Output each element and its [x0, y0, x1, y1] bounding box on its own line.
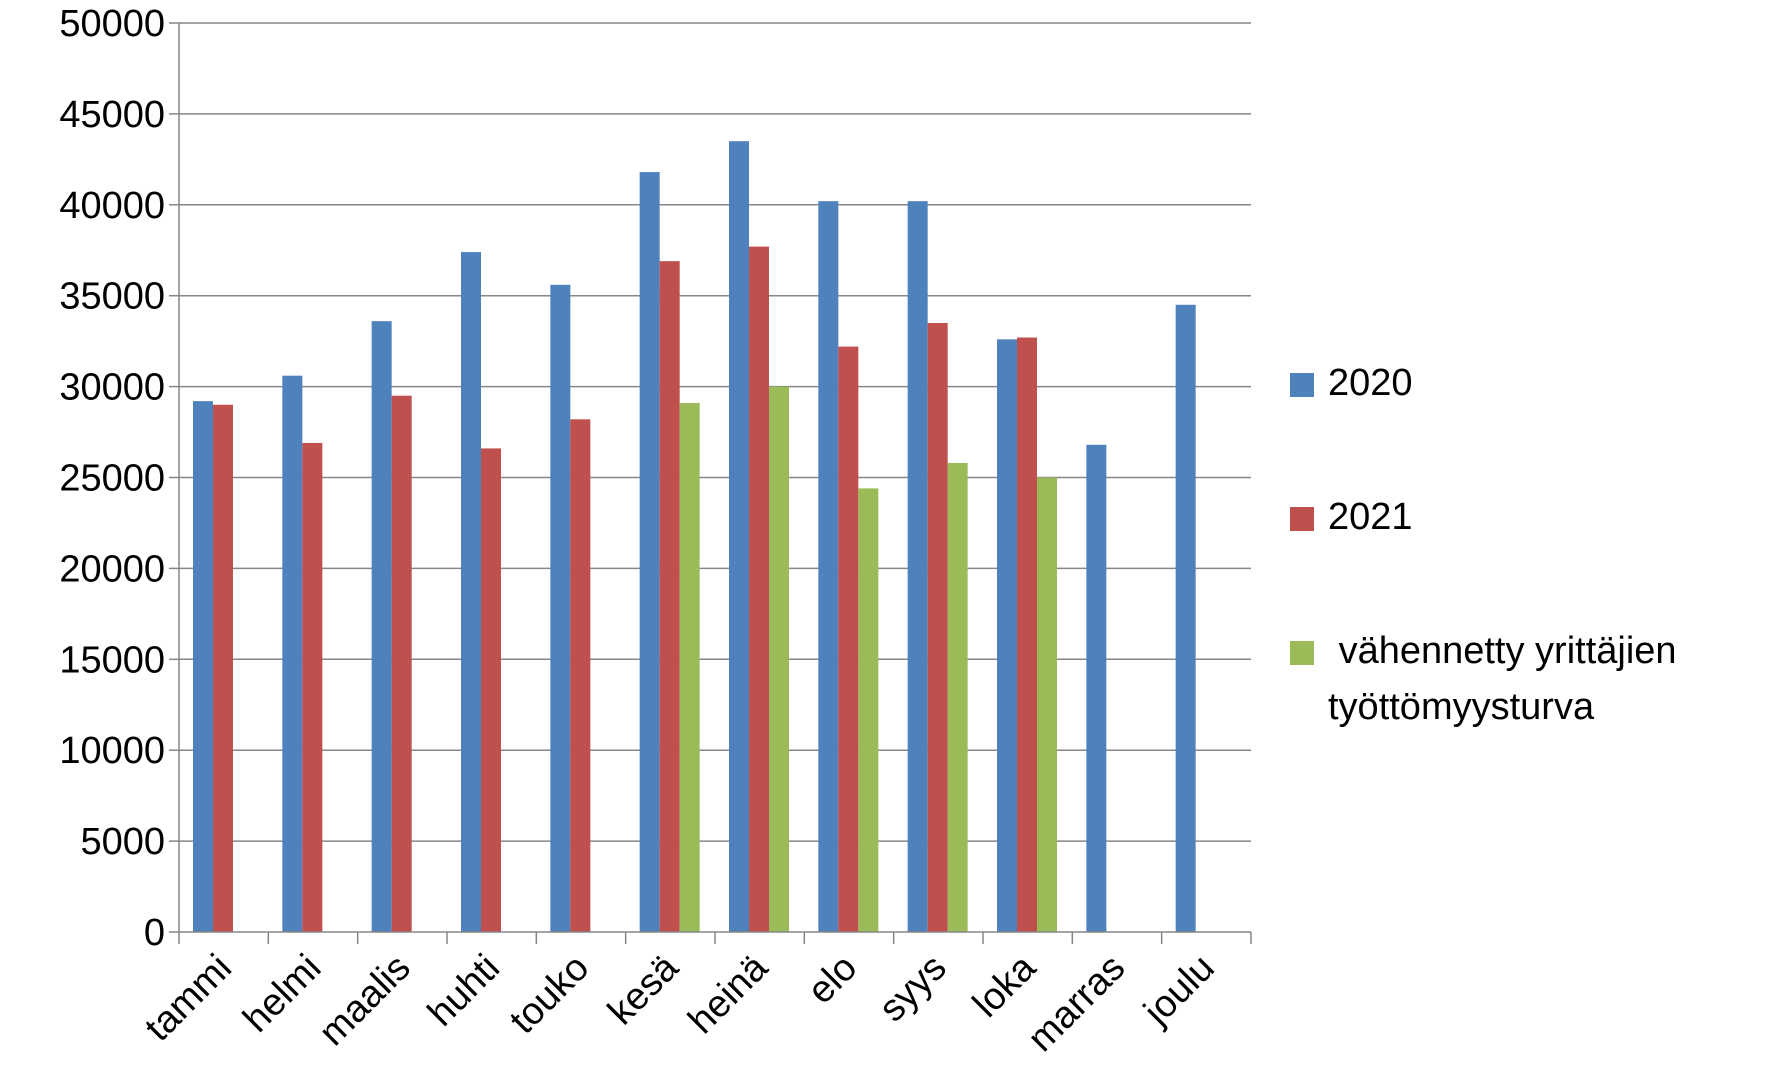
x-tick-label-elo: elo — [800, 947, 866, 1013]
axes — [169, 22, 1252, 944]
x-tick-label-tammi: tammi — [137, 947, 240, 1050]
bar-maalis-1 — [391, 395, 412, 932]
bar-elo-1 — [838, 346, 859, 932]
bar-loka-2 — [1037, 477, 1057, 932]
x-tick-label-huhti: huhti — [420, 947, 508, 1035]
bar-syys-2 — [947, 462, 968, 932]
y-tick-label: 0 — [144, 912, 165, 954]
bar-kesä-2 — [679, 402, 700, 932]
y-tick-label: 35000 — [59, 276, 165, 318]
x-tick-label-syys: syys — [871, 947, 954, 1030]
bar-joulu-0 — [1175, 304, 1196, 932]
y-tick-label: 25000 — [59, 458, 165, 500]
bar-maalis-0 — [371, 321, 392, 933]
y-tick-label: 50000 — [59, 3, 165, 45]
bar-touko-1 — [570, 419, 591, 933]
legend-swatch-2020 — [1290, 373, 1314, 397]
x-tick-label-kesä: kesä — [600, 946, 687, 1033]
bar-elo-2 — [858, 488, 879, 932]
x-tick-label-marras: marras — [1020, 947, 1133, 1060]
bar-huhti-0 — [461, 252, 481, 932]
bar-kesä-1 — [659, 261, 680, 933]
legend-item-2021: 2021 — [1290, 489, 1760, 545]
x-tick-label-heinä: heinä — [681, 946, 777, 1042]
bar-huhti-1 — [481, 448, 501, 932]
bar-heinä-0 — [729, 141, 749, 933]
bar-marras-0 — [1086, 444, 1107, 932]
legend-swatch-reduced-support — [1290, 641, 1314, 665]
legend-label-2020: 2020 — [1328, 362, 1413, 404]
y-tick-label: 45000 — [59, 94, 165, 136]
bar-helmi-0 — [282, 375, 303, 932]
y-tick-labels: 0 5000 10000 15000 20000 25000 30000 35000 40000… — [59, 3, 165, 954]
bar-loka-1 — [1017, 337, 1037, 932]
bar-loka-0 — [997, 339, 1017, 932]
x-tick-label-maalis: maalis — [311, 947, 418, 1054]
bar-syys-1 — [927, 322, 948, 933]
y-tick-label: 15000 — [59, 639, 165, 681]
y-tick-label: 20000 — [59, 548, 165, 590]
bar-syys-0 — [907, 201, 928, 932]
bar-touko-0 — [550, 284, 571, 932]
bar-tammi-0 — [193, 401, 213, 932]
y-tick-label: 30000 — [59, 367, 165, 409]
bar-heinä-2 — [769, 386, 789, 933]
y-tick-label: 40000 — [59, 185, 165, 227]
x-tick-label-loka: loka — [965, 946, 1045, 1026]
y-tick-label: 10000 — [59, 730, 165, 772]
x-tick-label-touko: touko — [502, 947, 597, 1042]
y-tick-label: 5000 — [80, 821, 165, 863]
bar-kesä-0 — [639, 172, 660, 933]
legend-item-2020: 2020 — [1290, 355, 1760, 411]
gridlines — [179, 22, 1251, 842]
legend-item-reduced-support: vähennetty yrittäjien työttömyysturva — [1290, 623, 1760, 735]
legend-label-2021: 2021 — [1328, 496, 1413, 538]
bars — [193, 141, 1196, 933]
x-tick-label-joulu: joulu — [1136, 947, 1223, 1034]
bar-helmi-1 — [302, 442, 323, 932]
legend-label-reduced-support: vähennetty yrittäjien työttömyysturva — [1328, 630, 1688, 728]
bar-elo-0 — [818, 201, 839, 932]
legend-swatch-2021 — [1290, 507, 1314, 531]
bar-tammi-1 — [213, 404, 233, 932]
bar-heinä-1 — [749, 246, 769, 932]
